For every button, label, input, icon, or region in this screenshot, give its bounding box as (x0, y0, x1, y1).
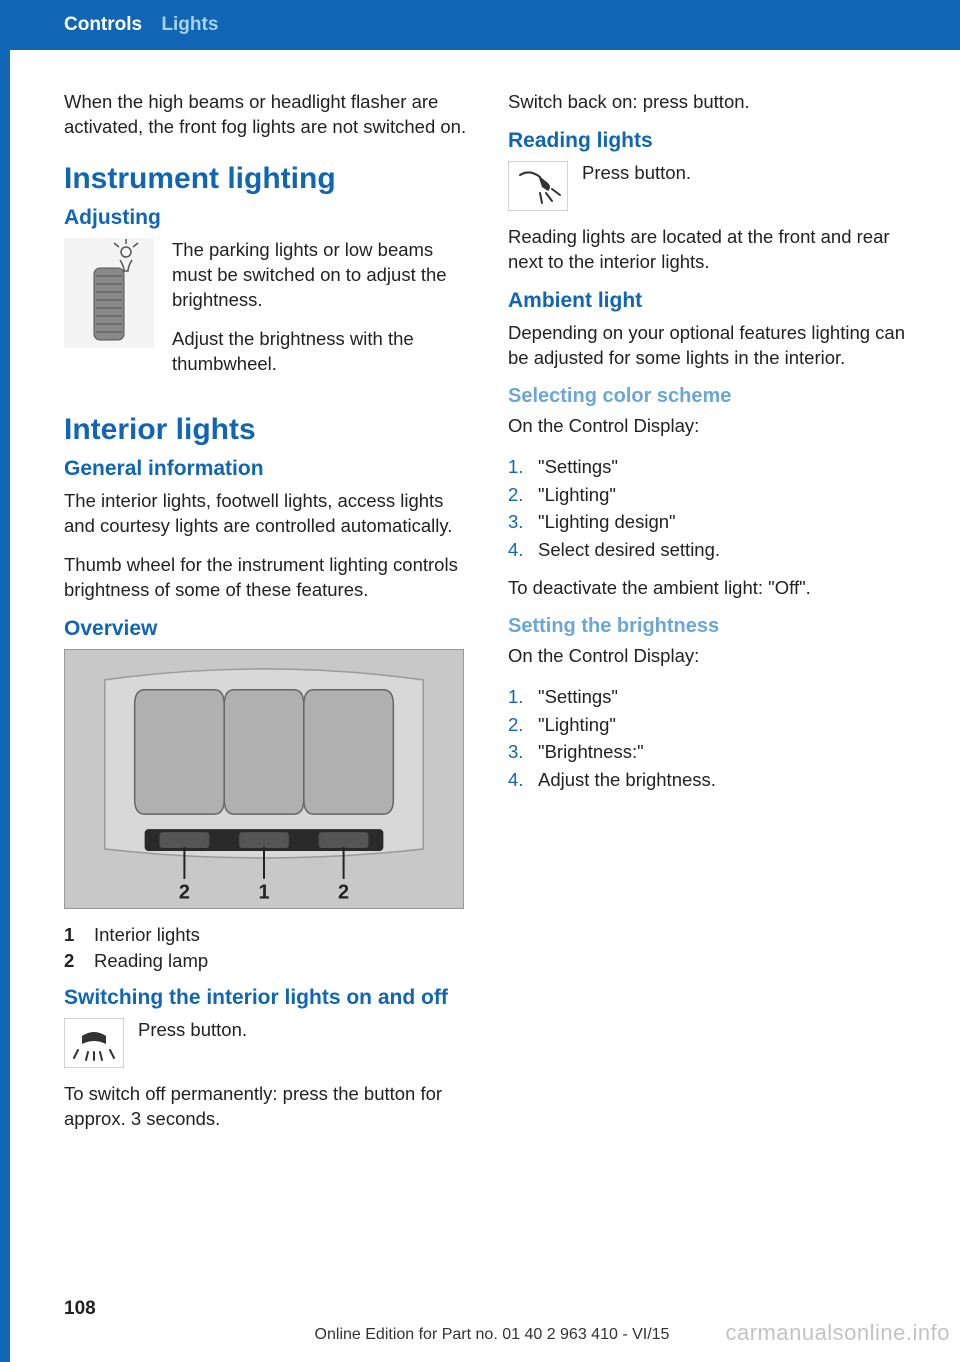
list-item: 2."Lighting" (508, 711, 920, 739)
ambient-p: Depending on your optional features ligh… (508, 321, 920, 371)
heading-general-info: General information (64, 457, 476, 481)
heading-interior-lights: Interior lights (64, 413, 476, 447)
heading-color-scheme: Selecting color scheme (508, 385, 920, 408)
list-item-label: "Settings" (538, 453, 618, 481)
overview-legend-row: 1 Interior lights (64, 924, 476, 946)
legend-num-2: 2 (64, 950, 94, 972)
list-item-label: Adjust the brightness. (538, 766, 716, 794)
list-item: 2."Lighting" (508, 481, 920, 509)
list-item: 4.Select desired setting. (508, 536, 920, 564)
switching-press: Press button. (138, 1018, 247, 1043)
list-item: 1."Settings" (508, 683, 920, 711)
adjusting-p2: Adjust the brightness with the thumbwhee… (172, 327, 476, 377)
thumbwheel-icon (64, 238, 154, 348)
heading-reading-lights: Reading lights (508, 129, 920, 153)
page-header: Controls Lights (0, 0, 960, 50)
reading-press: Press button. (582, 161, 691, 186)
overview-legend-row: 2 Reading lamp (64, 950, 476, 972)
page-accent-bar (0, 0, 10, 1362)
color-outro: To deactivate the ambient light: "Off". (508, 576, 920, 601)
overview-callout-0: 2 (179, 881, 190, 903)
general-p1: The interior lights, footwell lights, ac… (64, 489, 476, 539)
list-item-label: Select desired setting. (538, 536, 720, 564)
list-item-label: "Lighting" (538, 711, 616, 739)
heading-adjusting: Adjusting (64, 206, 476, 230)
list-item: 4.Adjust the brightness. (508, 766, 920, 794)
heading-switching: Switching the interior lights on and off (64, 986, 476, 1010)
list-item: 3."Lighting design" (508, 508, 920, 536)
brightness-steps-list: 1."Settings" 2."Lighting" 3."Brightness:… (508, 683, 920, 794)
legend-label-1: Interior lights (94, 924, 200, 946)
list-item: 1."Settings" (508, 453, 920, 481)
list-item: 3."Brightness:" (508, 738, 920, 766)
watermark: carmanualsonline.info (725, 1320, 950, 1346)
interior-light-icon (64, 1018, 124, 1068)
overview-callout-2: 2 (338, 881, 349, 903)
heading-overview: Overview (64, 617, 476, 641)
switch-back-p: Switch back on: press button. (508, 90, 920, 115)
reading-lamp-icon (508, 161, 568, 211)
legend-num-1: 1 (64, 924, 94, 946)
adjusting-p1: The parking lights or low beams must be … (172, 238, 476, 313)
brightness-intro: On the Control Display: (508, 644, 920, 669)
intro-paragraph: When the high beams or headlight flasher… (64, 90, 476, 140)
list-item-label: "Lighting design" (538, 508, 676, 536)
list-item-label: "Lighting" (538, 481, 616, 509)
color-intro: On the Control Display: (508, 414, 920, 439)
reading-p: Reading lights are located at the front … (508, 225, 920, 275)
thumbwheel-figure: The parking lights or low beams must be … (64, 238, 476, 391)
color-steps-list: 1."Settings" 2."Lighting" 3."Lighting de… (508, 453, 920, 564)
overview-figure: 2 1 2 (64, 649, 464, 910)
header-subsection: Lights (161, 14, 218, 35)
page-number: 108 (64, 1298, 920, 1320)
legend-label-2: Reading lamp (94, 950, 208, 972)
list-item-label: "Brightness:" (538, 738, 644, 766)
heading-ambient: Ambient light (508, 289, 920, 313)
overview-callout-1: 1 (258, 881, 269, 903)
switching-p: To switch off permanently: press the but… (64, 1082, 476, 1132)
thumbwheel-text: The parking lights or low beams must be … (172, 238, 476, 391)
heading-instrument-lighting: Instrument lighting (64, 162, 476, 196)
general-p2: Thumb wheel for the instrument lighting … (64, 553, 476, 603)
left-column: When the high beams or headlight flasher… (64, 90, 476, 1146)
reading-light-icon-row: Press button. (508, 161, 920, 211)
interior-light-icon-row: Press button. (64, 1018, 476, 1068)
list-item-label: "Settings" (538, 683, 618, 711)
heading-brightness: Setting the brightness (508, 615, 920, 638)
page-content: When the high beams or headlight flasher… (0, 50, 960, 1146)
header-section: Controls (64, 14, 142, 35)
right-column: Switch back on: press button. Reading li… (508, 90, 920, 1146)
